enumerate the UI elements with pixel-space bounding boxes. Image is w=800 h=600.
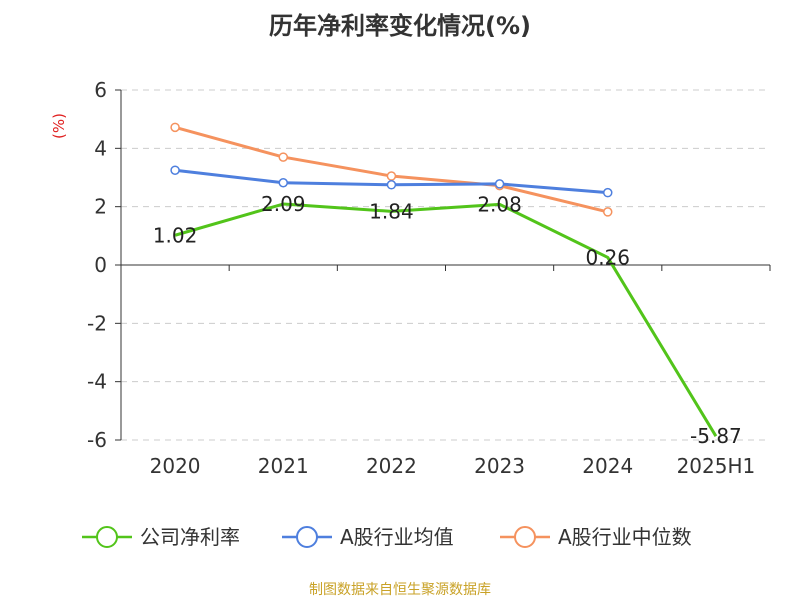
data-point: [170, 165, 180, 175]
y-tick-label: -6: [87, 428, 107, 452]
legend-marker: [514, 526, 536, 548]
legend-item: A股行业均值: [282, 525, 454, 549]
data-label: 1.84: [369, 199, 414, 223]
data-point: [170, 122, 180, 133]
data-label: -5.87: [690, 424, 742, 448]
legend-label: A股行业中位数: [558, 525, 692, 549]
data-label: 2.08: [477, 192, 522, 216]
axes: 6 4 2 0 -2 -4 -6 2020 2021 2022 2023 2024 2025H1: [87, 78, 771, 478]
x-tick-label: 2021: [258, 454, 309, 478]
data-label: 1.02: [153, 223, 198, 247]
legend-label: 公司净利率: [140, 525, 240, 549]
legend: 公司净利率 A股行业均值 A股行业中位数: [82, 525, 692, 549]
legend-marker: [296, 526, 318, 548]
legend-marker: [96, 526, 118, 548]
y-tick-label: -4: [87, 370, 107, 394]
y-tick-label: 2: [94, 195, 107, 219]
data-point: [494, 179, 505, 189]
legend-label: A股行业均值: [340, 525, 454, 549]
legend-item: 公司净利率: [82, 525, 240, 549]
data-point: [386, 171, 397, 181]
y-tick-label: -2: [87, 311, 107, 335]
data-label: 2.09: [261, 192, 306, 216]
legend-item: A股行业中位数: [500, 525, 692, 549]
x-tick-label: 2020: [150, 454, 201, 478]
x-tick-label: 2022: [366, 454, 417, 478]
series-line: [174, 202, 718, 437]
data-labels: 1.02 2.09 1.84 2.08 0.26 -5.87: [153, 192, 742, 448]
y-axis-unit: (%): [50, 113, 68, 139]
data-point: [603, 187, 613, 198]
data-point: [278, 178, 288, 188]
series-layer: [170, 122, 718, 437]
data-point: [386, 180, 397, 190]
y-tick-label: 0: [94, 253, 107, 277]
grid-lines: [121, 89, 770, 441]
data-label: 0.26: [585, 245, 630, 269]
data-point: [603, 207, 613, 217]
y-tick-label: 6: [94, 78, 107, 102]
chart-title: 历年净利率变化情况(%): [269, 12, 531, 40]
x-tick-label: 2023: [474, 454, 525, 478]
y-tick-label: 4: [94, 136, 107, 160]
x-tick-label: 2024: [582, 454, 633, 478]
x-tick-label: 2025H1: [677, 454, 756, 478]
data-point: [278, 152, 288, 162]
source-note: 制图数据来自恒生聚源数据库: [309, 582, 491, 598]
